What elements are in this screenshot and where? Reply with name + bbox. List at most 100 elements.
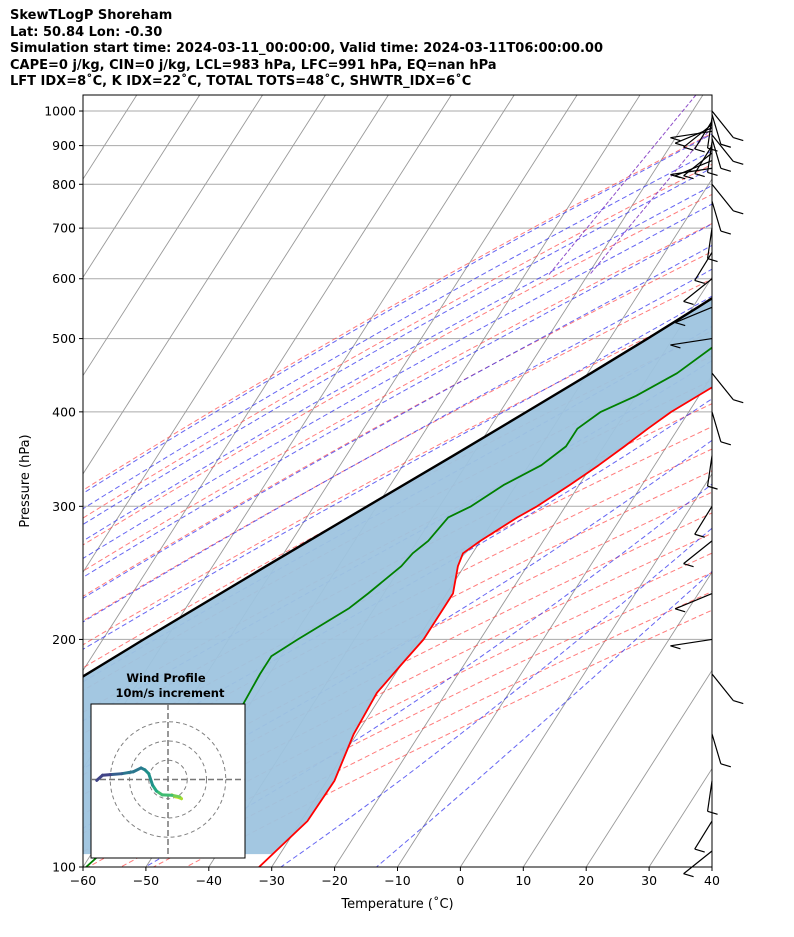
wind-barb-staff (711, 183, 734, 212)
dry-adiabat-line (185, 609, 712, 867)
moist-adiabat-line (83, 439, 712, 829)
y-tick-label: 500 (52, 331, 76, 346)
wind-barb (711, 200, 732, 235)
wind-barb (711, 673, 744, 705)
wind-barb-staff (674, 306, 713, 324)
wind-barb-flag (670, 174, 681, 179)
y-tick-label: 400 (52, 404, 76, 419)
dry-adiabat-line (120, 572, 712, 867)
wind-barb (683, 540, 713, 568)
isotherm-line (0, 95, 74, 867)
isotherm-line (460, 473, 712, 867)
x-tick-label: 10 (515, 873, 531, 888)
x-tick-label: −40 (196, 873, 222, 888)
wind-barb-flag (683, 146, 694, 151)
wind-barb-staff (683, 123, 713, 148)
y-tick-label: 1000 (44, 104, 76, 119)
x-tick-label: −10 (384, 873, 410, 888)
wind-barb (670, 638, 713, 650)
moist-adiabat-line (280, 527, 712, 867)
wind-barb-flag (720, 763, 732, 768)
x-tick-label: 20 (578, 873, 594, 888)
wind-barb-flag (683, 300, 694, 306)
isotherm-line (0, 95, 11, 867)
x-tick-label: 0 (456, 873, 464, 888)
wind-barb-flag (720, 230, 732, 235)
wind-barb (683, 850, 713, 878)
wind-barb-flag (694, 279, 705, 284)
dry-adiabat-line (153, 591, 712, 867)
wind-barb-staff (670, 130, 713, 139)
wind-barb-staff (711, 138, 722, 169)
wind-barb-flag (675, 142, 686, 147)
wind-barbs (670, 110, 744, 878)
wind-barb (711, 134, 744, 165)
wind-barb-flag (720, 441, 732, 446)
wind-barb (674, 127, 713, 147)
title-block: SkewTLogP Shoreham Lat: 50.84 Lon: -0.30 S… (10, 8, 780, 91)
wind-barb-flag (720, 167, 732, 172)
wind-barb-flag (683, 175, 694, 180)
hodograph-segment (108, 772, 124, 777)
wind-barb (694, 505, 713, 538)
x-axis-label: Temperature (˚C) (340, 896, 453, 912)
moist-adiabat-line (144, 483, 712, 867)
wind-barb-flag (733, 699, 744, 705)
y-tick-label: 600 (52, 271, 76, 286)
hodograph-subtitle: 10m/s increment (116, 686, 225, 700)
x-tick-label: −30 (259, 873, 285, 888)
dry-adiabat-line (83, 193, 712, 546)
wind-barb (694, 820, 713, 853)
wind-barb-flag (707, 257, 718, 263)
wind-barb (706, 780, 718, 815)
wind-barb-staff (670, 638, 713, 647)
wind-barb-staff (683, 278, 713, 302)
wind-barb (694, 120, 713, 153)
wind-barb-flag (733, 210, 744, 215)
wind-barb (711, 372, 744, 404)
wind-barb (711, 183, 744, 215)
moist-adiabat-line (83, 203, 712, 560)
wind-barb (670, 337, 713, 349)
temperature-profile-line (258, 386, 712, 867)
wind-barb-staff (706, 780, 713, 812)
wind-barb-flag (694, 533, 705, 538)
wind-barb-staff (683, 850, 713, 875)
wind-barb (711, 138, 732, 172)
y-tick-label: 300 (52, 499, 76, 514)
title-line-3: CAPE=0 j/kg, CIN=0 j/kg, LCL=983 hPa, LF… (10, 57, 497, 73)
isotherm-line (711, 866, 712, 867)
wind-barb-flag (694, 148, 705, 153)
wind-barb (711, 733, 732, 768)
wind-barb-staff (694, 505, 713, 535)
hodograph-ring (109, 721, 227, 838)
wind-barb-staff (711, 200, 722, 232)
wind-barb-staff (670, 337, 713, 346)
wind-barb-staff (711, 372, 734, 401)
wind-barb (711, 110, 744, 142)
wind-barb (711, 411, 732, 446)
wind-barb-staff (694, 120, 713, 150)
wind-barb (674, 306, 713, 327)
wind-barb-flag (733, 136, 744, 142)
hodograph-segment (147, 772, 155, 787)
mixing-ratio-line (548, 95, 697, 276)
wind-barb-flag (707, 171, 718, 176)
x-tick-label: −50 (133, 873, 159, 888)
x-tick-label: −60 (70, 873, 96, 888)
title-line-4: LFT IDX=8˚C, K IDX=22˚C, TOTAL TOTS=48˚C… (10, 74, 472, 89)
x-tick-label: −20 (321, 873, 347, 888)
hodograph-title: Wind Profile (126, 671, 206, 685)
wind-barb-flag (670, 645, 681, 650)
wind-barb (670, 167, 713, 179)
isotherm-line (83, 95, 201, 279)
x-tick-label: 30 (641, 873, 657, 888)
dry-adiabat-line (83, 163, 712, 519)
isotherm-line (522, 571, 712, 867)
y-axis-label: Pressure (hPa) (18, 434, 33, 527)
moist-adiabat-line (83, 184, 712, 542)
y-tick-label: 100 (52, 860, 76, 875)
wind-barb-flag (675, 608, 686, 613)
